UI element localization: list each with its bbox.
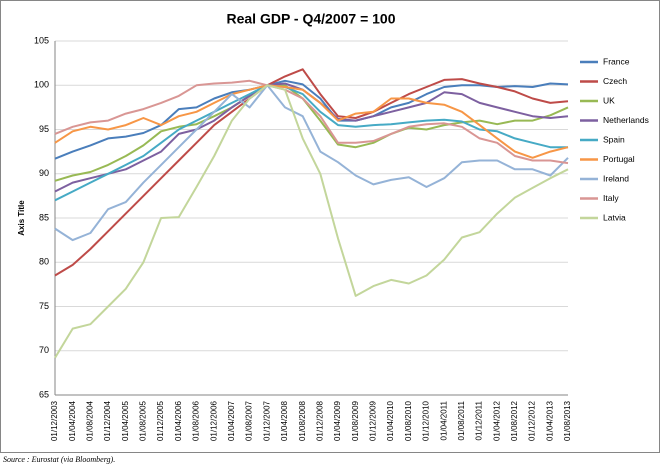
x-tick-label: 01/12/2010 — [422, 400, 431, 441]
legend-label: Italy — [603, 193, 619, 203]
series-line — [54, 84, 569, 242]
series-line — [54, 84, 569, 159]
legend-label: UK — [603, 95, 615, 105]
y-tick-label: 100 — [34, 80, 49, 90]
y-tick-label: 70 — [39, 345, 49, 355]
x-tick-label: 01/04/2008 — [280, 400, 289, 441]
x-tick-label: 01/08/2004 — [85, 400, 94, 441]
x-tick-label: 01/12/2011 — [475, 400, 484, 440]
x-tick-label: 01/12/2006 — [209, 400, 218, 441]
x-tick-label: 01/04/2006 — [174, 400, 183, 441]
legend-label: Netherlands — [603, 115, 649, 125]
series-line — [54, 84, 569, 182]
legend-label: France — [603, 56, 630, 66]
x-tick-label: 01/12/2012 — [528, 400, 537, 441]
y-tick-label: 75 — [39, 301, 49, 311]
legend-label: Latvia — [603, 212, 626, 222]
x-tick-label: 01/08/2005 — [139, 400, 148, 441]
x-tick-label: 01/04/2009 — [333, 400, 342, 441]
y-tick-label: 80 — [39, 257, 49, 267]
legend-label: Czech — [603, 76, 627, 86]
y-tick-label: 105 — [34, 35, 49, 45]
x-tick-label: 01/12/2003 — [50, 400, 59, 441]
x-tick-label: 01/12/2007 — [262, 400, 271, 441]
series-line — [54, 68, 569, 277]
x-tick-label: 01/08/2013 — [563, 400, 572, 441]
y-tick-label: 95 — [39, 124, 49, 134]
x-tick-label: 01/12/2008 — [315, 400, 324, 441]
chart-title: Real GDP - Q4/2007 = 100 — [226, 11, 395, 27]
x-tick-label: 01/04/2013 — [545, 400, 554, 441]
y-tick-label: 85 — [39, 212, 49, 222]
x-tick-label: 01/08/2010 — [404, 400, 413, 441]
x-tick-label: 01/04/2005 — [121, 400, 130, 441]
x-tick-label: 01/08/2009 — [351, 400, 360, 441]
series-line — [54, 84, 568, 202]
x-tick-label: 01/08/2006 — [192, 400, 201, 441]
x-tick-label: 01/08/2007 — [245, 400, 254, 441]
x-tick-label: 01/08/2008 — [298, 400, 307, 441]
series-line — [54, 79, 569, 165]
x-tick-label: 01/04/2007 — [227, 400, 236, 441]
series-line — [54, 84, 569, 359]
y-axis-title: Axis Title — [17, 200, 26, 236]
x-tick-label: 01/08/2012 — [510, 400, 519, 441]
x-tick-label: 01/04/2011 — [439, 400, 448, 440]
legend-label: Ireland — [603, 173, 629, 183]
legend-label: Spain — [603, 134, 625, 144]
legend-label: Portugal — [603, 154, 635, 164]
x-tick-label: 01/08/2011 — [457, 400, 466, 440]
x-tick-label: 01/12/2009 — [369, 400, 378, 441]
series-line — [54, 79, 569, 160]
x-tick-label: 01/12/2004 — [103, 400, 112, 441]
x-tick-label: 01/04/2012 — [492, 400, 501, 441]
x-tick-label: 01/04/2004 — [68, 400, 77, 441]
source: Source : Eurostat (via Bloomberg). — [3, 455, 115, 464]
y-tick-label: 90 — [39, 168, 49, 178]
chart-border — [0, 0, 660, 453]
x-tick-label: 01/04/2010 — [386, 400, 395, 441]
x-tick-label: 01/12/2005 — [156, 400, 165, 441]
y-tick-label: 65 — [39, 389, 49, 399]
